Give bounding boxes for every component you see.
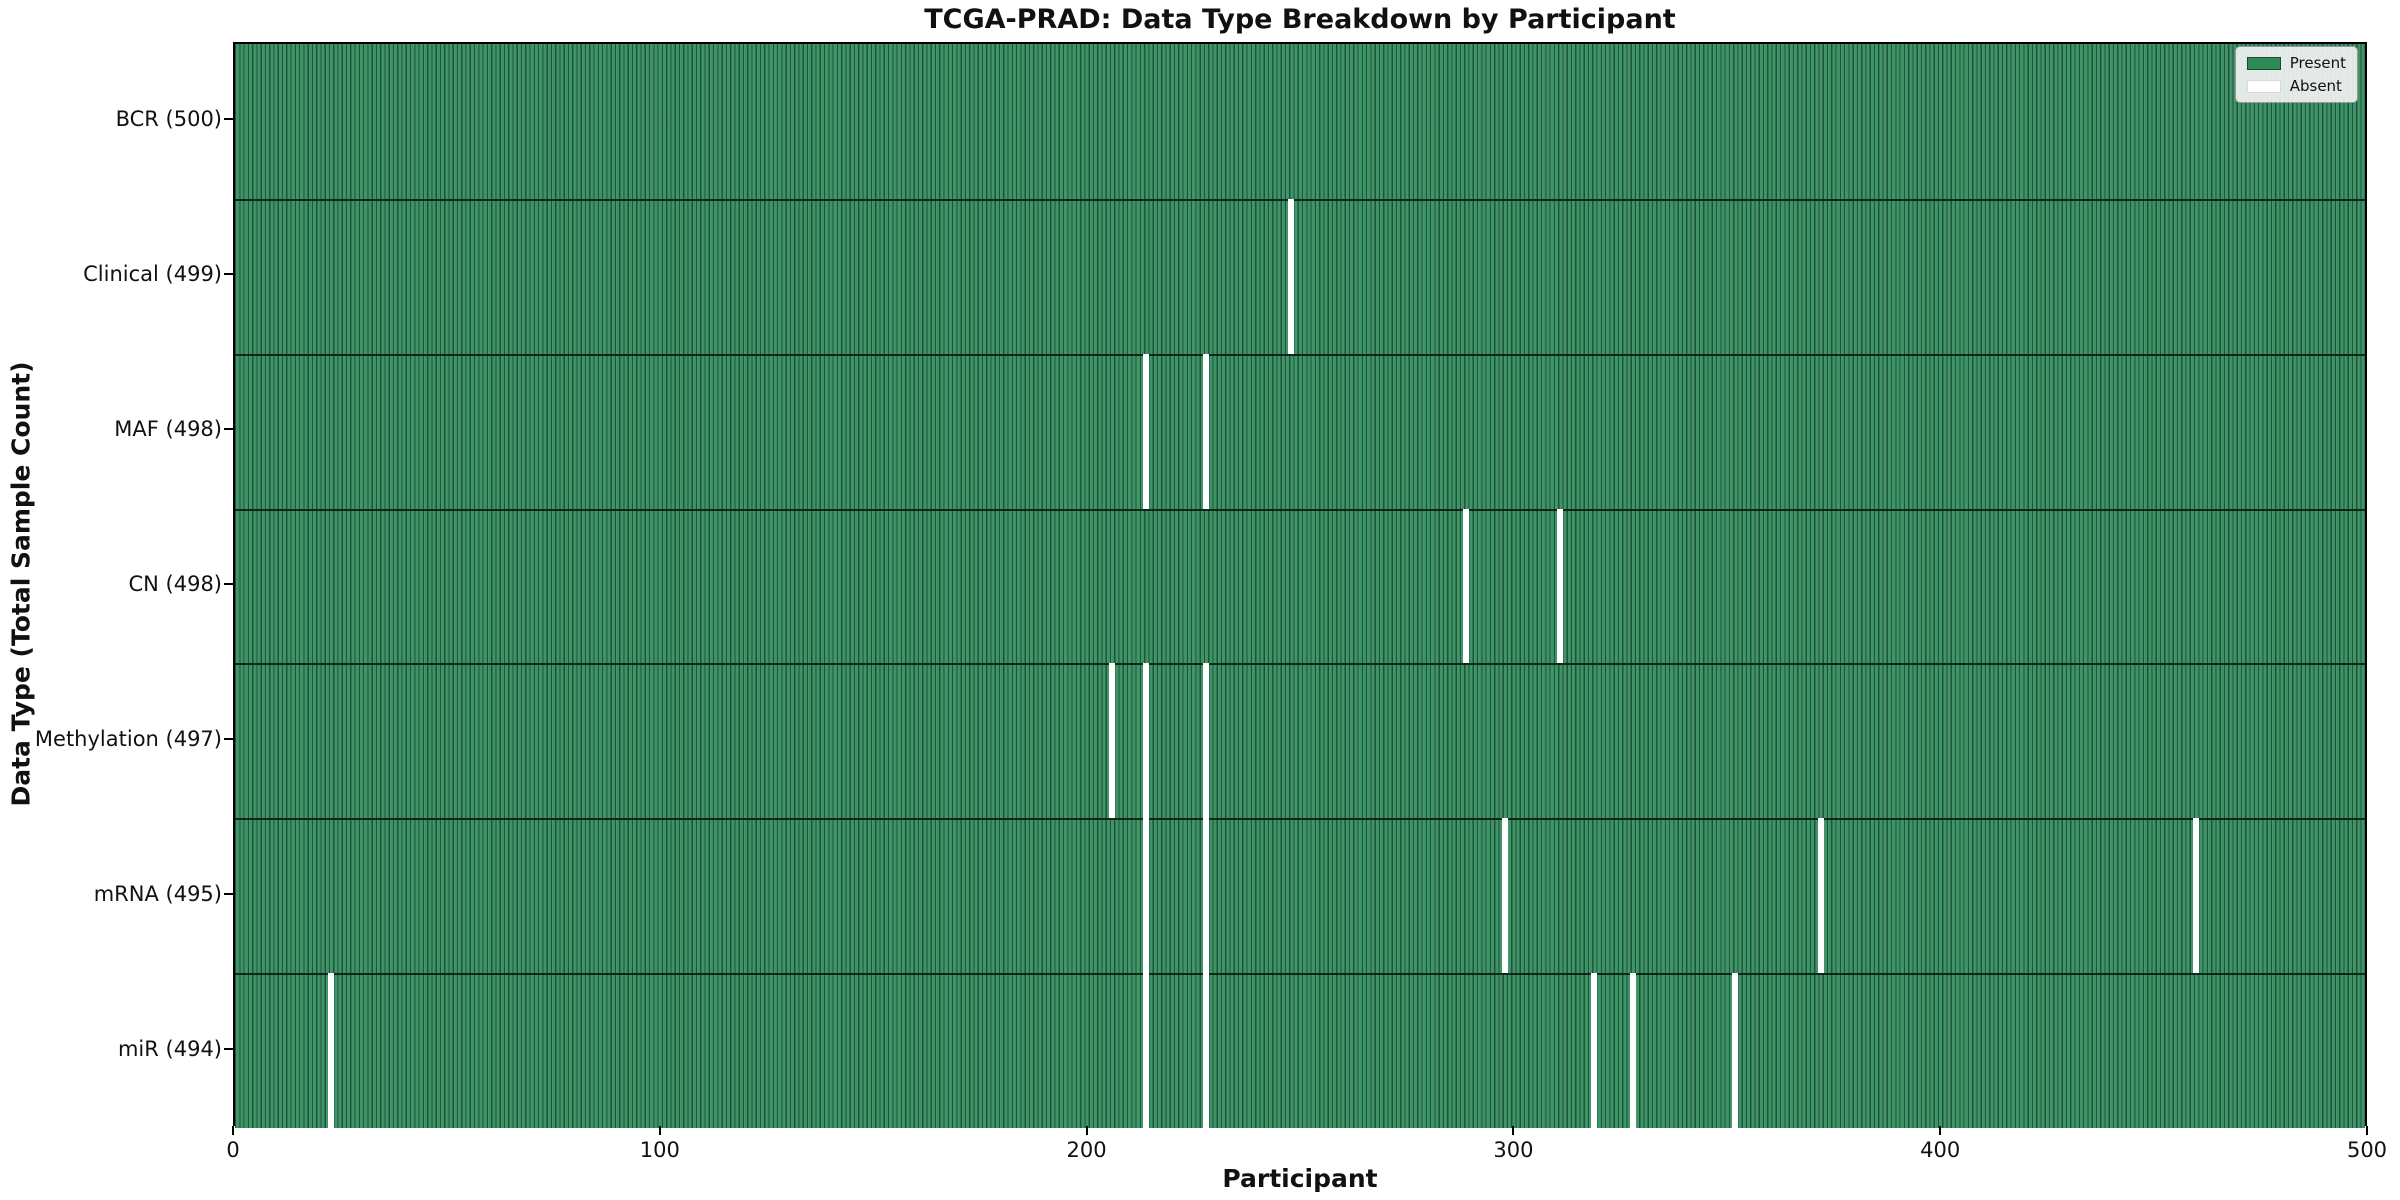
x-tick-mark xyxy=(1939,1126,1942,1135)
absent-gap-Clinical-247 xyxy=(1288,198,1295,354)
x-tick-mark xyxy=(1512,1126,1515,1135)
row-miR xyxy=(235,973,2365,1128)
x-tick-mark xyxy=(658,1126,661,1135)
y-tick-label-BCR: BCR (500) xyxy=(115,107,222,132)
legend-item-present: Present xyxy=(2246,54,2346,72)
absent-gap-mRNA-297 xyxy=(1501,818,1508,974)
y-tick-mark xyxy=(224,273,233,276)
absent-gap-MAF-213 xyxy=(1143,353,1150,509)
x-tick-label-200: 200 xyxy=(1066,1138,1107,1162)
x-tick-mark xyxy=(1085,1126,1088,1135)
row-Methylation xyxy=(235,663,2365,819)
y-tick-label-Methylation: Methylation (497) xyxy=(34,726,222,751)
absent-gap-mRNA-459 xyxy=(2193,818,2200,974)
x-tick-label-500: 500 xyxy=(2346,1138,2388,1162)
row-CN xyxy=(235,508,2365,664)
absent-gap-miR-22 xyxy=(328,973,335,1128)
y-tick-label-MAF: MAF (498) xyxy=(114,417,222,442)
absent-gap-Methylation-205 xyxy=(1109,663,1116,819)
y-axis-label: Data Type (Total Sample Count) xyxy=(6,361,36,807)
x-tick-mark xyxy=(232,1126,234,1135)
row-Clinical xyxy=(235,198,2365,354)
y-tick-mark xyxy=(224,737,233,740)
legend-label-present: Present xyxy=(2289,54,2346,72)
y-tick-mark xyxy=(224,583,233,585)
legend: Present Absent xyxy=(2234,46,2358,103)
row-MAF xyxy=(235,353,2365,509)
absent-gap-miR-351 xyxy=(1732,973,1739,1128)
absent-gap-mRNA-371 xyxy=(1817,818,1824,974)
chart-title: TCGA-PRAD: Data Type Breakdown by Partic… xyxy=(924,4,1676,35)
x-axis-label: Participant xyxy=(1222,1164,1378,1193)
plot-area xyxy=(233,42,2367,1128)
present-swatch-icon xyxy=(2246,56,2281,70)
legend-item-absent: Absent xyxy=(2246,77,2346,95)
absent-gap-Methylation-227 xyxy=(1202,663,1209,819)
y-tick-label-miR: miR (494) xyxy=(117,1036,222,1061)
y-tick-label-mRNA: mRNA (495) xyxy=(93,881,222,906)
x-tick-label-300: 300 xyxy=(1493,1138,1534,1162)
x-tick-mark xyxy=(2366,1126,2368,1135)
row-mRNA xyxy=(235,818,2365,974)
y-tick-label-Clinical: Clinical (499) xyxy=(83,262,222,287)
absent-gap-CN-310 xyxy=(1557,508,1564,664)
y-tick-mark xyxy=(224,428,233,431)
y-tick-mark xyxy=(224,1047,233,1050)
y-tick-mark xyxy=(224,892,233,895)
x-tick-label-0: 0 xyxy=(226,1138,240,1162)
absent-gap-miR-318 xyxy=(1591,973,1598,1128)
absent-swatch-icon xyxy=(2246,79,2281,93)
absent-gap-miR-213 xyxy=(1143,973,1150,1128)
row-BCR xyxy=(235,44,2365,199)
x-tick-label-400: 400 xyxy=(1920,1138,1961,1162)
absent-gap-miR-327 xyxy=(1629,973,1636,1128)
absent-gap-mRNA-227 xyxy=(1202,818,1209,974)
y-tick-mark xyxy=(224,118,233,121)
absent-gap-miR-227 xyxy=(1202,973,1209,1128)
x-tick-label-100: 100 xyxy=(639,1138,680,1162)
absent-gap-MAF-227 xyxy=(1202,353,1209,509)
absent-gap-mRNA-213 xyxy=(1143,818,1150,974)
y-tick-label-CN: CN (498) xyxy=(128,572,222,596)
legend-label-absent: Absent xyxy=(2289,77,2342,95)
absent-gap-Methylation-213 xyxy=(1143,663,1150,819)
absent-gap-CN-288 xyxy=(1463,508,1470,664)
